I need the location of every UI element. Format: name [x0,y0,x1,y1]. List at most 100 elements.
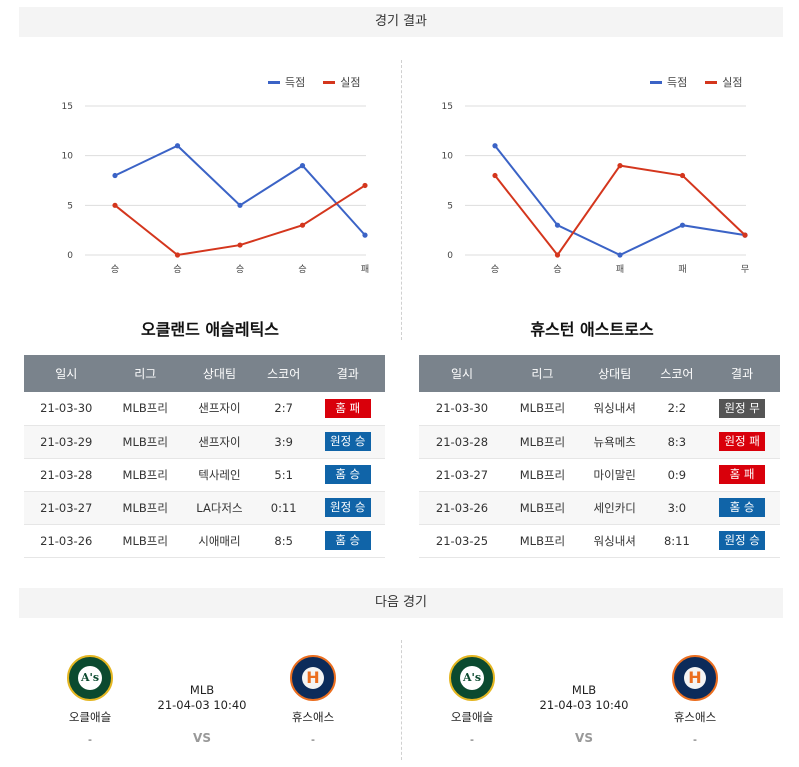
column-header: 리그 [505,355,580,392]
legend-label-scored: 득점 [667,76,688,89]
vs-label: VS [575,731,593,745]
opponent-cell: 워싱내셔 [579,392,650,426]
away-team[interactable]: H 휴스애스 - [655,655,735,746]
column-header: 일시 [419,355,506,392]
date-cell: 21-03-29 [24,425,109,459]
away-team[interactable]: H 휴스애스 - [273,655,353,746]
date-cell: 21-03-30 [24,392,109,426]
data-point-scored [237,202,243,208]
result-badge: 홈 승 [324,465,371,484]
date-cell: 21-03-26 [24,524,109,558]
match-info: MLB 21-04-03 10:40 [524,683,644,713]
result-cell: 원정 승 [704,524,780,558]
opponent-cell: 워싱내셔 [579,524,650,558]
home-team[interactable]: A's 오클애슬 - [50,655,130,746]
result-badge: 홈 승 [324,531,371,550]
table-row: 21-03-27 MLB프리 LA다저스 0:11 원정 승 [24,491,385,525]
chart-legend-left: 득점 실점 [268,74,361,90]
result-badge: 홈 패 [324,398,371,418]
table-header-row: 일시 리그 상대팀 스코어 결과 [419,355,780,392]
result-cell: 홈 패 [704,458,780,492]
legend-swatch-scored [650,80,662,84]
line-chart-athletics: 0 5 10 15 승 승 승 승 패 [62,102,370,275]
next-column-divider [401,640,402,760]
data-point-allowed [492,172,498,179]
league-cell: MLB프리 [108,524,182,558]
athletics-logo-icon: A's [449,655,495,701]
y-tick-label: 5 [447,201,453,211]
vs-label: VS [193,731,211,745]
y-tick-label: 10 [442,152,454,162]
opponent-cell: 텍사레인 [181,458,257,492]
date-cell: 21-03-26 [419,491,506,525]
home-team[interactable]: A's 오클애슬 - [432,655,512,746]
result-cell: 원정 패 [704,425,780,459]
match-datetime: 21-04-03 10:40 [157,698,247,712]
chart-legend-right: 득점 실점 [650,74,743,90]
home-team-score: - [88,733,92,746]
astros-logo-icon: H [290,655,336,701]
result-badge: 원정 승 [719,531,766,550]
match-datetime: 21-04-03 10:40 [539,698,629,712]
opponent-cell: 시애매리 [181,524,257,558]
opponent-cell: LA다저스 [181,491,257,525]
table-row: 21-03-28 MLB프리 뉴욕메츠 8:3 원정 패 [419,425,780,459]
y-tick-label: 10 [62,152,74,162]
league-cell: MLB프리 [108,491,182,525]
result-cell: 원정 무 [704,392,780,426]
table-row: 21-03-26 MLB프리 시애매리 8:5 홈 승 [24,524,385,558]
table-row: 21-03-30 MLB프리 워싱내셔 2:2 원정 무 [419,392,780,426]
x-tick-label: 승 [298,264,306,275]
athletics-logo-icon: A's [67,655,113,701]
opponent-cell: 마이말린 [579,458,650,492]
table-row: 21-03-28 MLB프리 텍사레인 5:1 홈 승 [24,458,385,492]
data-point-scored [299,163,306,169]
x-tick-label: 무 [741,264,749,275]
data-point-scored [617,252,623,258]
y-tick-label: 0 [447,251,453,261]
x-tick-label: 승 [553,264,561,275]
series-line-allowed [494,164,746,257]
legend-swatch-allowed [323,80,336,84]
data-point-allowed [174,252,181,258]
legend-label-scored: 득점 [285,76,306,89]
x-tick-label: 승 [173,264,181,275]
league-cell: MLB프리 [505,425,580,459]
result-cell: 원정 승 [310,425,385,459]
opponent-cell: 샌프자이 [181,392,257,426]
column-divider [401,60,402,340]
score-cell: 0:11 [256,491,311,525]
legend-label-allowed: 실점 [722,76,743,89]
legend-label-allowed: 실점 [340,76,361,89]
legend-swatch-scored [268,80,280,84]
result-cell: 홈 패 [310,392,385,426]
next-game-card[interactable]: A's 오클애슬 - MLB 21-04-03 10:40 VS H 휴스애스 … [412,655,752,755]
next-section-title: 다음 경기 [375,595,427,610]
team-title-astros: 휴스턴 애스트로스 [530,320,654,339]
data-point-scored [679,222,686,228]
away-team-name: 휴스애스 [673,710,717,724]
data-point-scored [492,143,498,149]
date-cell: 21-03-28 [24,458,109,492]
date-cell: 21-03-27 [24,491,109,525]
x-tick-label: 승 [491,264,499,275]
legend-item-allowed: 실점 [323,74,361,90]
y-tick-label: 0 [67,251,73,261]
table-row: 21-03-26 MLB프리 세인카디 3:0 홈 승 [419,491,780,525]
date-cell: 21-03-30 [419,392,506,426]
x-tick-label: 승 [236,264,244,275]
team-title-athletics: 오클랜드 애슬레틱스 [140,320,280,339]
table-row: 21-03-27 MLB프리 마이말린 0:9 홈 패 [419,458,780,492]
column-header: 리그 [108,355,182,392]
league-cell: MLB프리 [108,392,182,426]
next-game-card[interactable]: A's 오클애슬 - MLB 21-04-03 10:40 VS H 휴스애스 … [30,655,370,755]
result-cell: 홈 승 [704,491,780,525]
table-row: 21-03-25 MLB프리 워싱내셔 8:11 원정 승 [419,524,780,558]
match-league: MLB [189,683,215,697]
x-tick-label: 패 [616,264,624,275]
score-cell: 8:5 [256,524,311,558]
league-cell: MLB프리 [505,458,580,492]
legend-swatch-allowed [705,80,718,84]
result-cell: 홈 승 [310,458,385,492]
home-team-name: 오클애슬 [68,710,112,724]
